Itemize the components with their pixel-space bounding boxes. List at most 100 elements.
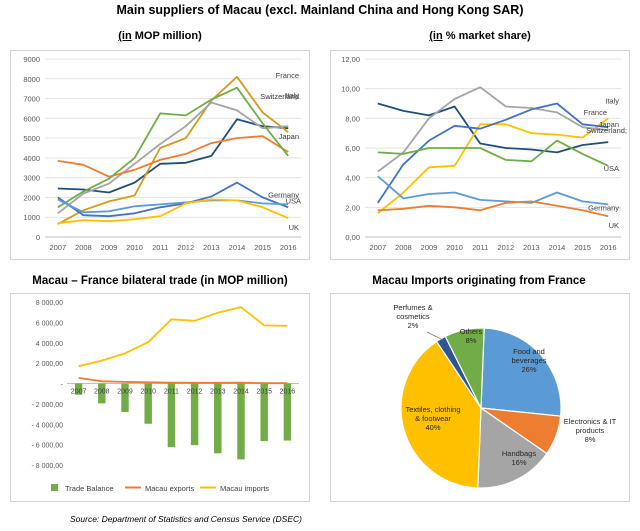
series-label-germany: Germany xyxy=(588,203,619,212)
pie-label-food-and-beverages: Food and beverages 26% xyxy=(511,347,546,374)
x-tick-label: 2008 xyxy=(94,389,110,396)
legend-label: Macau imports xyxy=(220,484,269,493)
series-label-usa: USA xyxy=(286,196,301,205)
y-tick-label: - 2 000,00 xyxy=(31,402,63,409)
pie-label-perfumes-cosmetics: Perfumes & cosmetics 2% xyxy=(393,303,432,330)
x-tick-label: 2012 xyxy=(497,243,514,252)
pie-slice-others xyxy=(444,327,485,409)
x-tick-label: 2012 xyxy=(177,243,194,252)
x-tick-label: 2015 xyxy=(256,389,272,396)
chart2-frame: 0,00 2,00 4,00 6,00 8,00 10,00 12,00 2007 2008 20… xyxy=(330,50,630,260)
suppliers-mop-chart: 0 1000 2000 3000 4000 5000 6000 7000 8000 9000 200… xyxy=(23,55,301,252)
leader-line xyxy=(426,331,444,341)
y-tick-label: 2000 xyxy=(23,193,40,202)
series-line-usa xyxy=(57,181,289,218)
series-line-germany xyxy=(57,198,289,214)
legend-label: Macau exports xyxy=(145,484,194,493)
trade-balance-bar xyxy=(190,383,199,446)
series-label-uk: UK xyxy=(609,221,619,230)
x-tick-label: 2012 xyxy=(187,389,203,396)
x-tick-label: 2010 xyxy=(126,243,143,252)
trade-balance-bar xyxy=(144,383,152,424)
chart4-frame: Food and beverages 26% Electronics & IT prod… xyxy=(330,293,630,502)
x-tick-label: 2013 xyxy=(523,243,540,252)
series-line-japan xyxy=(57,135,289,178)
series-line-unlabelled xyxy=(57,86,289,209)
suppliers-pct-chart: 0,00 2,00 4,00 6,00 8,00 10,00 12,00 2007 2008 20… xyxy=(341,55,627,252)
y-tick-label: 8000 xyxy=(23,75,40,84)
series-label-switzerland: Switzerland xyxy=(260,92,299,101)
source-note: Source: Department of Statistics and Cen… xyxy=(70,514,302,524)
y-tick-label: 2,00 xyxy=(345,203,360,212)
series-label-germany: Germany xyxy=(268,190,299,199)
y-tick-label: 2 000,00 xyxy=(36,361,63,368)
chart1-frame: 0 1000 2000 3000 4000 5000 6000 7000 8000 9000 200… xyxy=(10,50,310,260)
series-label-italy: Italy xyxy=(605,96,619,105)
series-label-france: France xyxy=(276,71,299,80)
pie-slice-food-and-beverages xyxy=(480,327,562,417)
x-tick-label: 2016 xyxy=(600,243,617,252)
series-line-germany xyxy=(377,175,609,206)
series-line-france xyxy=(377,102,609,154)
page-title: Main suppliers of Macau (excl. Mainland … xyxy=(116,3,524,17)
pie-label-handbags: Handbags 16% xyxy=(502,449,536,467)
pie-label-electronics-it-products: Electronics & IT products 8% xyxy=(564,417,617,444)
x-tick-label: 2009 xyxy=(117,389,133,396)
chart2-subtitle-prefix: (in xyxy=(429,30,443,42)
y-tick-label: 1000 xyxy=(23,213,40,222)
y-tick-label: 9000 xyxy=(23,55,40,64)
y-tick-label: 8,00 xyxy=(345,114,360,123)
y-tick-label: - 4 000,00 xyxy=(31,422,63,429)
y-tick-label: 7000 xyxy=(23,95,40,104)
chart2-subtitle-rest: % market share) xyxy=(442,30,531,42)
pie-label-others: Others 8% xyxy=(460,327,483,345)
y-tick-label: 3000 xyxy=(23,174,40,183)
y-tick-label: 8 000,00 xyxy=(36,300,63,307)
trade-balance-bar xyxy=(260,383,268,442)
series-line-switzerland xyxy=(57,101,289,215)
chart3-title: Macau – France bilateral trade (in MOP m… xyxy=(32,275,288,287)
x-tick-label: 2011 xyxy=(472,243,488,252)
series-line-uk xyxy=(377,200,609,218)
series-label-japan: Japan xyxy=(599,120,619,129)
series-label-italy: Italy xyxy=(285,91,299,100)
series-label-usa: USA xyxy=(604,164,619,173)
trade-balance-bar xyxy=(237,383,245,460)
pie-label-textiles-clothing-footwear: Textiles, clothing & footwear 40% xyxy=(405,405,460,432)
y-tick-label: 6 000,00 xyxy=(36,320,63,327)
series-line-italy xyxy=(57,75,289,225)
series-line-france xyxy=(57,118,289,194)
x-tick-label: 2011 xyxy=(152,243,168,252)
y-tick-label: 4 000,00 xyxy=(36,341,63,348)
y-tick-label: 6,00 xyxy=(345,144,360,153)
x-tick-label: 2014 xyxy=(229,243,246,252)
pie-slice-handbags xyxy=(477,406,548,489)
bilateral-trade-chart: - 8 000,00 - 6 000,00 - 4 000,00 - 2 000,00… xyxy=(31,300,299,493)
imports-pie-chart: Food and beverages 26% Electronics & IT prod… xyxy=(393,303,617,489)
chart4-title: Macau Imports originating from France xyxy=(372,275,586,287)
series-label-japan: Japan xyxy=(279,132,299,141)
x-tick-label: 2015 xyxy=(574,243,591,252)
y-tick-label: 4,00 xyxy=(345,174,360,183)
y-tick-label: 0,00 xyxy=(345,233,360,242)
y-tick-label: 5000 xyxy=(23,134,40,143)
y-tick-label: - xyxy=(61,382,64,389)
trade-balance-bar xyxy=(214,383,222,454)
chart1-subtitle: (in MOP million) xyxy=(10,30,310,42)
x-tick-label: 2014 xyxy=(233,389,249,396)
series-line-uk xyxy=(57,198,289,225)
x-tick-label: 2015 xyxy=(254,243,271,252)
x-tick-label: 2009 xyxy=(421,243,438,252)
x-tick-label: 2013 xyxy=(203,243,220,252)
y-tick-label: 0 xyxy=(36,233,40,242)
series-line-usa xyxy=(377,139,609,167)
legend-swatch xyxy=(51,484,58,491)
x-tick-label: 2007 xyxy=(369,243,386,252)
x-tick-label: 2007 xyxy=(49,243,66,252)
trade-balance-bar xyxy=(167,383,176,448)
y-tick-label: 12,00 xyxy=(341,55,360,64)
chart1-subtitle-prefix: (in xyxy=(118,30,132,42)
chart1-subtitle-rest: MOP million) xyxy=(131,30,202,42)
y-tick-label: - 8 000,00 xyxy=(31,463,63,470)
trade-balance-bar xyxy=(98,383,106,404)
